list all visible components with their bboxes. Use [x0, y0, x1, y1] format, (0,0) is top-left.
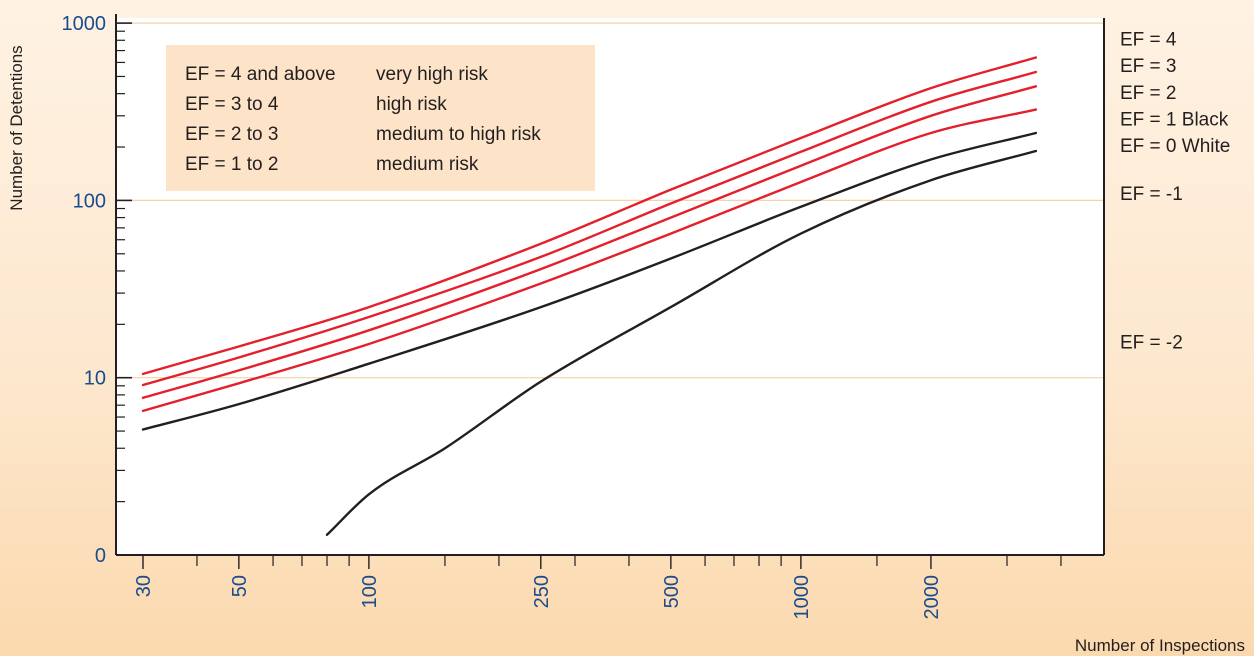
x-tick-label: 50 [229, 575, 251, 597]
series-line-ef-3 [141, 70, 1038, 387]
legend-risk: very high risk [376, 64, 488, 85]
y-tick-label: 1000 [62, 13, 107, 35]
series-line-ef-4 [141, 56, 1038, 376]
series [141, 56, 1038, 536]
y-axis-label: Number of Detentions [7, 45, 26, 210]
series-line-ef-0-white [141, 131, 1038, 431]
y-tick-label: 100 [73, 190, 106, 212]
axes: 0 10 100 1000 30 50 100 250 500 1000 2000 [62, 13, 1105, 620]
x-tick-label: 100 [359, 575, 381, 608]
x-tick-label: 30 [133, 575, 155, 597]
y-tick-label: 10 [84, 368, 106, 390]
legend-range: EF = 3 to 4 [185, 94, 279, 115]
series-line-ef-1-black [141, 108, 1038, 413]
series-label: EF = 3 [1120, 56, 1177, 77]
series-label: EF = 2 [1120, 83, 1177, 104]
x-tick-label: 250 [531, 575, 553, 608]
x-tick-label: 1000 [791, 575, 813, 620]
x-tick-label: 2000 [921, 575, 943, 620]
legend-range: EF = 1 to 2 [185, 154, 278, 175]
legend: EF = 4 and above very high risk EF = 3 to … [166, 45, 595, 191]
legend-range: EF = 4 and above [185, 64, 336, 85]
series-label: EF = 1 Black [1120, 109, 1229, 130]
grid [116, 22, 1104, 379]
legend-range: EF = 2 to 3 [185, 124, 278, 145]
series-label: EF = -2 [1120, 333, 1183, 354]
legend-risk: medium to high risk [376, 124, 541, 145]
series-label: EF = 4 [1120, 29, 1177, 50]
legend-box [166, 45, 595, 191]
series-line-ef-1 [325, 149, 1038, 536]
series-label: EF = 0 White [1120, 136, 1230, 157]
x-axis-label: Number of Inspections [1075, 636, 1245, 655]
series-labels: EF = 4 EF = 3 EF = 2 EF = 1 Black EF = 0 Whi… [1120, 29, 1230, 353]
legend-risk: high risk [376, 94, 447, 115]
x-tick-label: 500 [661, 575, 683, 608]
legend-risk: medium risk [376, 154, 479, 175]
series-label: EF = -1 [1120, 184, 1183, 205]
series-line-ef-2 [141, 85, 1038, 399]
y-tick-label: 0 [95, 545, 106, 567]
